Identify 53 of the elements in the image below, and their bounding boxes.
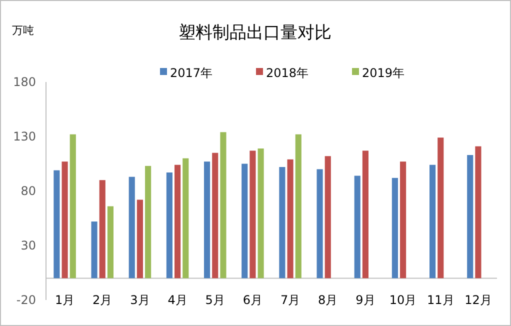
bar bbox=[182, 158, 189, 278]
y-tick-label: -20 bbox=[16, 293, 36, 308]
bar bbox=[91, 222, 98, 278]
bar bbox=[128, 176, 135, 278]
bar bbox=[54, 170, 60, 278]
bar bbox=[62, 162, 68, 278]
bar bbox=[362, 150, 368, 278]
x-tick-label: 4月 bbox=[168, 293, 188, 308]
bar bbox=[316, 169, 323, 278]
x-tick-label: 1月 bbox=[54, 293, 75, 308]
x-tick-label: 3月 bbox=[130, 293, 150, 308]
bar bbox=[70, 134, 76, 278]
bar bbox=[400, 162, 406, 278]
x-tick-label: 7月 bbox=[280, 293, 300, 308]
y-tick-label: 30 bbox=[20, 238, 36, 253]
legend-label: 2018年 bbox=[266, 66, 309, 80]
chart-title: 塑料制品出口量对比 bbox=[178, 23, 332, 43]
x-tick-label: 2月 bbox=[92, 293, 112, 308]
x-tick-label: 12月 bbox=[464, 293, 492, 308]
y-axis-title: 万吨 bbox=[12, 24, 34, 37]
bar bbox=[295, 134, 302, 278]
x-tick-label: 10月 bbox=[389, 293, 417, 308]
bar bbox=[324, 156, 331, 278]
y-tick-label: 180 bbox=[13, 75, 36, 90]
x-tick-label: 8月 bbox=[318, 293, 338, 308]
bar bbox=[242, 164, 248, 278]
bar bbox=[204, 162, 210, 278]
bar bbox=[429, 164, 436, 278]
legend-label: 2019年 bbox=[362, 66, 405, 80]
bar bbox=[136, 200, 143, 278]
y-tick-label: 80 bbox=[20, 184, 36, 198]
bar bbox=[174, 164, 181, 278]
bar bbox=[354, 176, 360, 278]
x-tick-label: 11月 bbox=[426, 293, 454, 308]
bar bbox=[279, 167, 286, 278]
bar bbox=[166, 172, 172, 278]
x-tick-label: 5月 bbox=[205, 293, 225, 308]
bar bbox=[467, 155, 474, 278]
bar bbox=[145, 166, 152, 278]
bar bbox=[107, 206, 114, 278]
bar bbox=[258, 148, 264, 278]
bar bbox=[99, 180, 106, 278]
bar bbox=[250, 150, 256, 278]
bar bbox=[287, 159, 294, 278]
bar bbox=[438, 138, 444, 278]
legend-label: 2017年 bbox=[170, 66, 213, 80]
y-tick-label: 130 bbox=[13, 130, 36, 144]
x-tick-label: 9月 bbox=[356, 293, 376, 308]
bar bbox=[212, 152, 218, 278]
bar bbox=[392, 178, 398, 278]
bar bbox=[475, 146, 482, 278]
x-tick-label: 6月 bbox=[242, 293, 263, 308]
bar bbox=[220, 132, 226, 278]
